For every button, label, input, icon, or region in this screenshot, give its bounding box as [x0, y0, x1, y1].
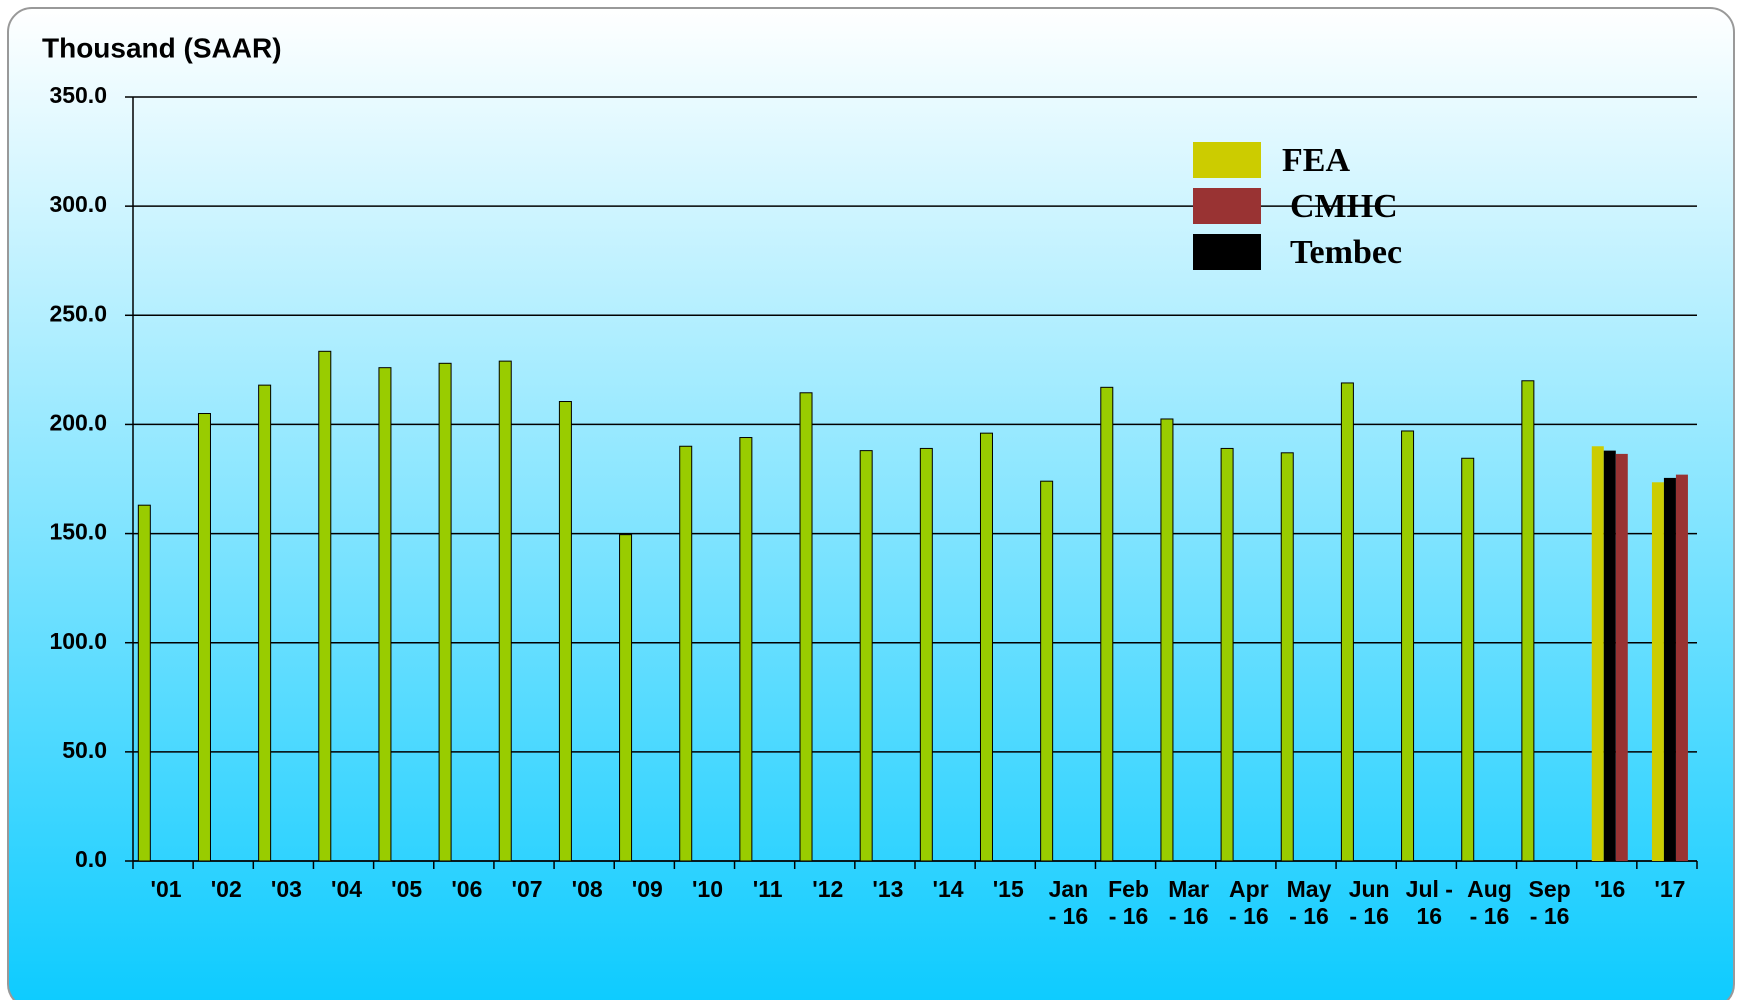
legend-swatch [1193, 142, 1261, 178]
bar [318, 350, 332, 862]
bar [1280, 452, 1294, 862]
y-axis-label: Thousand (SAAR) [42, 32, 282, 63]
y-tick-label: 150.0 [49, 519, 107, 545]
bar [1603, 450, 1616, 861]
x-tick-label: '04 [331, 876, 362, 902]
y-tick-label: 100.0 [49, 628, 107, 654]
x-tick-label: '13 [872, 876, 903, 902]
bar [558, 401, 572, 862]
bar [378, 367, 392, 862]
bar [1461, 457, 1475, 862]
y-tick-label: 250.0 [49, 300, 107, 326]
bar [1040, 480, 1054, 862]
x-tick-label: '12 [812, 876, 843, 902]
x-tick-label: Mar - 16 [1168, 876, 1209, 929]
y-tick-label: 350.0 [49, 82, 107, 108]
bar [739, 437, 753, 862]
bar [1160, 418, 1174, 862]
bar [438, 362, 452, 862]
bar [1521, 380, 1535, 862]
bar [1220, 447, 1234, 862]
x-tick-label: Aug - 16 [1467, 876, 1512, 929]
x-tick-label: '02 [211, 876, 242, 902]
bar [1591, 446, 1604, 861]
bar [1401, 430, 1415, 862]
bar [619, 534, 633, 862]
x-tick-label: '07 [511, 876, 542, 902]
x-tick-label: Jan - 16 [1049, 876, 1089, 929]
x-tick-label: Jul -16 [1406, 876, 1453, 929]
bar [1663, 477, 1676, 861]
bar [258, 384, 272, 862]
y-tick-label: 50.0 [62, 737, 107, 763]
x-tick-label: '15 [993, 876, 1024, 902]
x-tick-label: '14 [933, 876, 964, 902]
bar [1651, 482, 1664, 861]
bar [979, 432, 993, 862]
x-tick-label: '03 [271, 876, 302, 902]
y-tick-label: 200.0 [49, 410, 107, 436]
bar [197, 413, 211, 862]
bar [1675, 474, 1688, 861]
bar [799, 392, 813, 862]
x-tick-label: '08 [572, 876, 603, 902]
bar [1615, 453, 1628, 861]
bar [1340, 382, 1354, 862]
x-tick-label: Feb - 16 [1108, 876, 1149, 929]
x-tick-label: '10 [692, 876, 723, 902]
bar [498, 360, 512, 862]
x-tick-label: '06 [451, 876, 482, 902]
bar [679, 445, 693, 862]
bar [137, 504, 151, 862]
x-tick-label: '11 [753, 876, 783, 902]
x-tick-label: Jun - 16 [1349, 876, 1390, 929]
legend-label: CMHC [1290, 188, 1398, 225]
y-tick-label: 300.0 [49, 191, 107, 217]
x-tick-label: '01 [151, 876, 182, 902]
x-tick-label: May - 16 [1287, 876, 1332, 929]
bar [859, 450, 873, 862]
bar [1100, 386, 1114, 862]
x-tick-label: '05 [391, 876, 422, 902]
legend-label: FEA [1282, 142, 1350, 179]
x-tick-label: '17 [1654, 876, 1685, 902]
x-tick-label: Apr - 16 [1229, 876, 1269, 929]
legend-swatch [1193, 234, 1261, 270]
x-tick-label: Sep - 16 [1529, 876, 1571, 929]
legend-label: Tembec [1290, 234, 1402, 271]
x-tick-label: '16 [1594, 876, 1625, 902]
legend-swatch [1193, 188, 1261, 224]
bar [919, 447, 933, 862]
y-tick-label: 0.0 [75, 846, 107, 872]
x-tick-label: '09 [632, 876, 663, 902]
